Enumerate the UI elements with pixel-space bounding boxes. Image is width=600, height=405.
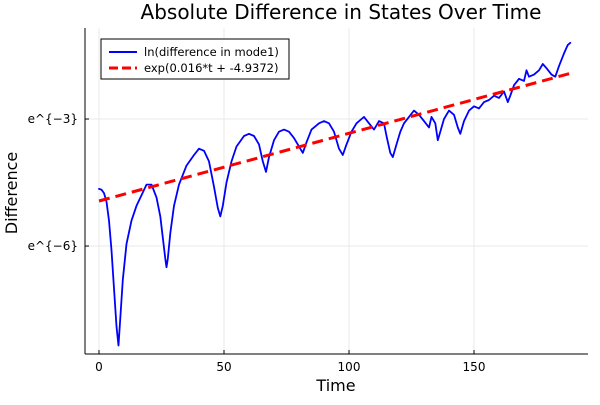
chart-title: Absolute Difference in States Over Time — [141, 0, 542, 24]
y-axis-label: Difference — [2, 152, 21, 234]
x-tick-label: 150 — [463, 360, 486, 374]
y-tick-label: e^{−3} — [28, 112, 78, 126]
legend-label-series-2: exp(0.016*t + -4.9372) — [144, 61, 278, 75]
x-tick-label: 100 — [338, 360, 361, 374]
x-axis-label: Time — [315, 376, 355, 395]
series-line-1 — [98, 41, 572, 347]
x-tick-label: 0 — [95, 360, 103, 374]
series — [98, 41, 572, 347]
x-tick-label: 50 — [216, 360, 231, 374]
series-line-2 — [98, 71, 571, 203]
y-tick-label: e^{−6} — [28, 239, 78, 253]
ticks: 0 50 100 150 e^{−3} e^{−6} — [28, 112, 486, 374]
legend-box — [100, 38, 290, 80]
axes — [84, 28, 588, 355]
legend: ln(difference in mode1) exp(0.016*t + -4… — [100, 38, 290, 80]
legend-label-series-1: ln(difference in mode1) — [144, 45, 279, 59]
